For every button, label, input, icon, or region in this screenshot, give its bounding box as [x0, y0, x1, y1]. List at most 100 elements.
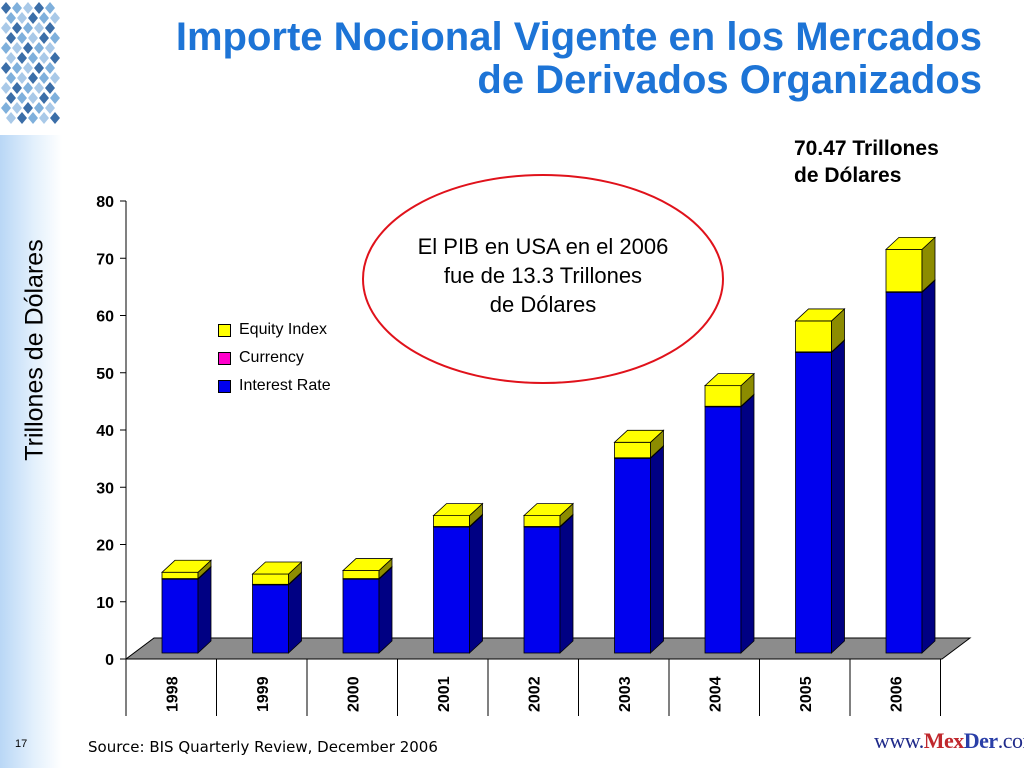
y-tick-label: 40 [96, 423, 114, 440]
y-tick-label: 70 [96, 251, 114, 268]
legend-label-interest: Interest Rate [239, 377, 331, 394]
bar-segment-equity-index [795, 320, 832, 353]
x-category-label: 1999 [255, 676, 272, 712]
logo-diamond [50, 92, 60, 104]
logo-diamond [6, 112, 16, 124]
y-tick-label: 60 [96, 309, 114, 326]
bar-segment-interest-rate [704, 406, 742, 654]
logo-diamond [17, 12, 27, 24]
logo-diamond [6, 52, 16, 64]
logo-diamond [50, 112, 60, 124]
bar-top-face [522, 503, 575, 516]
logo-diamond [12, 102, 22, 114]
logo-diamond [28, 92, 38, 104]
bar-segment-equity-index [252, 573, 289, 585]
bar-side-interest-rate [469, 514, 483, 654]
page-title: Importe Nocional Vigente en los Mercados… [176, 16, 982, 102]
logo-diamond [6, 32, 16, 44]
annotation-line-1: El PIB en USA en el 2006 [417, 234, 669, 259]
source-note: Source: BIS Quarterly Review, December 2… [88, 738, 438, 756]
bar-side-interest-rate [378, 566, 393, 654]
x-category-label: 2005 [798, 676, 815, 712]
x-category-label: 2004 [707, 676, 724, 712]
logo-diamond [1, 82, 11, 94]
bar-segment-interest-rate [433, 526, 470, 654]
logo-diamond [17, 52, 27, 64]
legend-label-currency: Currency [239, 349, 304, 366]
bar-segment-equity-index [433, 515, 470, 527]
x-category-label: 2006 [888, 676, 905, 712]
y-tick-label: 20 [96, 538, 114, 555]
logo-diamond [1, 62, 11, 74]
legend-swatch-currency [218, 351, 231, 365]
brand-prefix: www. [874, 728, 924, 753]
bar-top-face [884, 236, 937, 250]
bar-side-interest-rate [921, 279, 936, 654]
callout-line-2: de Dólares [794, 164, 902, 187]
logo-diamond [34, 22, 44, 34]
bar-top-face [794, 308, 846, 322]
logo-diamond [1, 22, 11, 34]
logo-diamond [34, 2, 44, 14]
bar-top-face [432, 503, 484, 516]
brand-der: Der [963, 728, 998, 753]
bar-segment-equity-index [614, 441, 651, 459]
legend-item-equity: Equity Index [218, 316, 331, 344]
logo-diamond [23, 2, 33, 14]
annotation-ellipse [362, 174, 724, 384]
bar-segment-equity-index [523, 515, 561, 527]
annotation-line-3: de Dólares [489, 292, 597, 317]
bar-side-interest-rate [740, 393, 755, 654]
brand-suffix: .com [997, 728, 1024, 753]
chart-legend: Equity Index Currency Interest Rate [218, 316, 331, 400]
logo-diamond [12, 2, 22, 14]
x-category-label: 2000 [345, 676, 362, 712]
logo-diamond [39, 52, 49, 64]
logo-diamond [39, 92, 49, 104]
bar-segment-equity-index [161, 571, 199, 579]
bar-segment-interest-rate [795, 352, 832, 654]
bar-top-face [341, 558, 394, 571]
logo-diamond [12, 42, 22, 54]
logo-diamond [45, 42, 55, 54]
x-category-label: 2003 [617, 676, 634, 712]
bar-segment-interest-rate [885, 291, 923, 654]
logo-diamond [39, 72, 49, 84]
logo-graphic [1, 2, 60, 124]
bar-segment-equity-index [885, 248, 923, 293]
logo-diamond [17, 112, 27, 124]
bar-segment-interest-rate [523, 526, 561, 654]
bar-segment-interest-rate [252, 584, 289, 654]
bar-top-face [160, 559, 213, 573]
logo-diamond [23, 82, 33, 94]
gdp-annotation: El PIB en USA en el 2006 fue de 13.3 Tri… [362, 232, 724, 319]
x-category-label: 1998 [164, 676, 181, 712]
logo-diamond [28, 112, 38, 124]
y-tick-label: 0 [105, 652, 114, 669]
logo-diamond [45, 82, 55, 94]
y-tick-label: 80 [96, 194, 114, 211]
brand-logo: www.MexDer.com [874, 728, 1024, 754]
bar-side-interest-rate [650, 445, 664, 654]
legend-swatch-equity [218, 323, 231, 337]
logo-diamond [50, 72, 60, 84]
logo-diamond [34, 62, 44, 74]
logo-diamond [45, 62, 55, 74]
callout-line-1: 70.47 Trillones [794, 137, 939, 160]
bar-side-interest-rate [559, 514, 574, 654]
logo-diamond [28, 52, 38, 64]
bar-top-face [251, 561, 303, 575]
bar-side-interest-rate [831, 339, 845, 654]
bar-side-interest-rate [197, 566, 212, 654]
logo-diamond [17, 92, 27, 104]
logo-diamond [50, 32, 60, 44]
legend-label-equity: Equity Index [239, 321, 328, 338]
logo-diamond [34, 82, 44, 94]
logo-diamond [39, 32, 49, 44]
logo-diamond [45, 22, 55, 34]
bar-side-interest-rate [288, 571, 302, 654]
logo-diamond [28, 12, 38, 24]
logo-diamond [17, 72, 27, 84]
y-tick-label: 50 [96, 366, 114, 383]
logo-diamond [12, 62, 22, 74]
